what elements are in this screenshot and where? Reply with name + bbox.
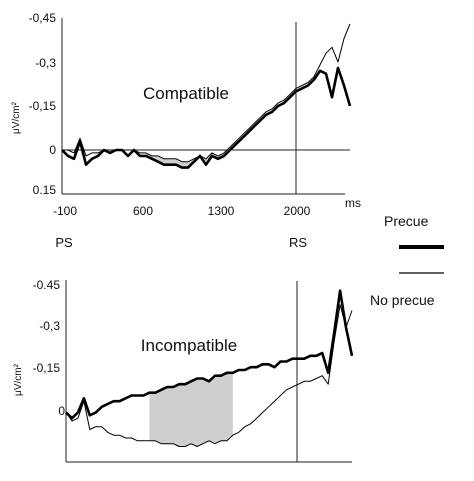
y-tick-label: -0,45 [29,11,57,25]
legend-label-precue: Precue [384,213,429,229]
x-tick-label: -100 [53,204,77,218]
panel-compatible: -0,45 -0,3 -0,15 0 0.15 μV/cm² -100 600 … [11,11,361,250]
legend-label-no-precue: No precue [370,292,435,308]
y-tick-label: 0 [58,404,65,418]
shaded-area-incompatible [149,372,233,447]
y-tick-label: -0,3 [39,319,60,333]
series-line-no-precue [65,304,353,447]
condition-label-compatible: Compatible [143,84,229,103]
x-tick-label: 2000 [284,204,311,218]
shaded-area-compatible [146,147,230,168]
y-tick-label: -0,15 [33,361,61,375]
y-tick-label: 0.15 [33,183,57,197]
panel-incompatible: -0.45 -0,3 -0,15 0 μV/cm² Incompatible [13,278,354,463]
series-line-precue [61,66,352,169]
legend: Precue No precue [370,213,444,308]
series-lines-incompatible [65,289,354,447]
y-tick-label: -0,3 [35,56,56,70]
y-tick-label: -0,15 [29,99,57,113]
y-axis-label-incompatible: μV/cm² [13,363,24,396]
y-tick-label: 0 [49,143,56,157]
shaded-interval [149,372,233,447]
shaded-interval [146,147,230,168]
series-lines-compatible [61,23,352,169]
x-unit-label: ms [345,196,361,210]
y-tick-label: -0.45 [33,278,61,292]
x-tick-label: 1300 [208,204,235,218]
condition-label-incompatible: Incompatible [141,336,237,355]
event-label-ps: PS [55,235,73,250]
series-line-no-precue [62,23,351,163]
series-line-precue [65,289,354,420]
event-label-rs: RS [289,235,307,250]
x-tick-label: 600 [133,204,153,218]
y-axis-label-compatible: μV/cm² [11,101,22,134]
